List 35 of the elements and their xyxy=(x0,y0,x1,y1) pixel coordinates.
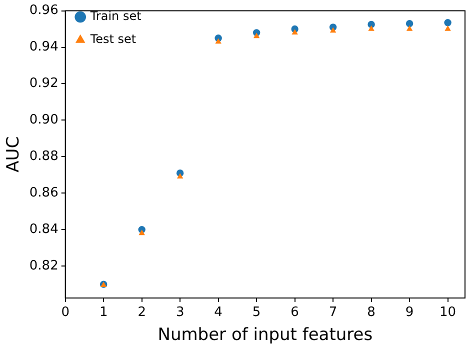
x-axis-title: Number of input features xyxy=(158,325,373,346)
point xyxy=(368,25,374,31)
point xyxy=(444,25,451,31)
point xyxy=(444,19,452,26)
x-tick-label: 1 xyxy=(99,305,108,320)
x-tick-label: 9 xyxy=(405,305,414,320)
x-tick-label: 4 xyxy=(214,305,222,320)
point xyxy=(368,20,375,28)
y-tick-label: 0.94 xyxy=(29,40,58,55)
point xyxy=(176,173,184,179)
y-tick-label: 0.84 xyxy=(29,222,58,237)
x-tick-label: 7 xyxy=(328,305,338,320)
y-tick-label: 0.96 xyxy=(29,3,58,18)
x-tick-label: 6 xyxy=(290,305,299,320)
x-tick-label: 5 xyxy=(252,305,261,320)
y-tick-label: 0.92 xyxy=(29,76,58,92)
point xyxy=(406,25,413,31)
y-tick-label: 0.86 xyxy=(29,186,58,201)
y-tick-label: 0.88 xyxy=(29,149,58,164)
legend-label: Train set xyxy=(89,9,142,24)
point xyxy=(253,32,260,38)
x-tick-label: 10 xyxy=(440,305,456,320)
point xyxy=(215,38,222,44)
y-axis-title: AUC xyxy=(4,136,24,172)
point xyxy=(292,29,298,34)
x-tick-label: 0 xyxy=(61,305,70,320)
x-tick-label: 2 xyxy=(138,305,146,320)
y-tick-label: 0.90 xyxy=(29,112,58,128)
x-tick-label: 3 xyxy=(176,305,184,320)
point xyxy=(406,20,414,28)
point xyxy=(330,27,336,33)
y-tick-label: 0.82 xyxy=(29,258,58,274)
x-tick-label: 8 xyxy=(367,305,376,320)
point xyxy=(138,230,145,236)
legend-label: Test set xyxy=(89,32,136,46)
